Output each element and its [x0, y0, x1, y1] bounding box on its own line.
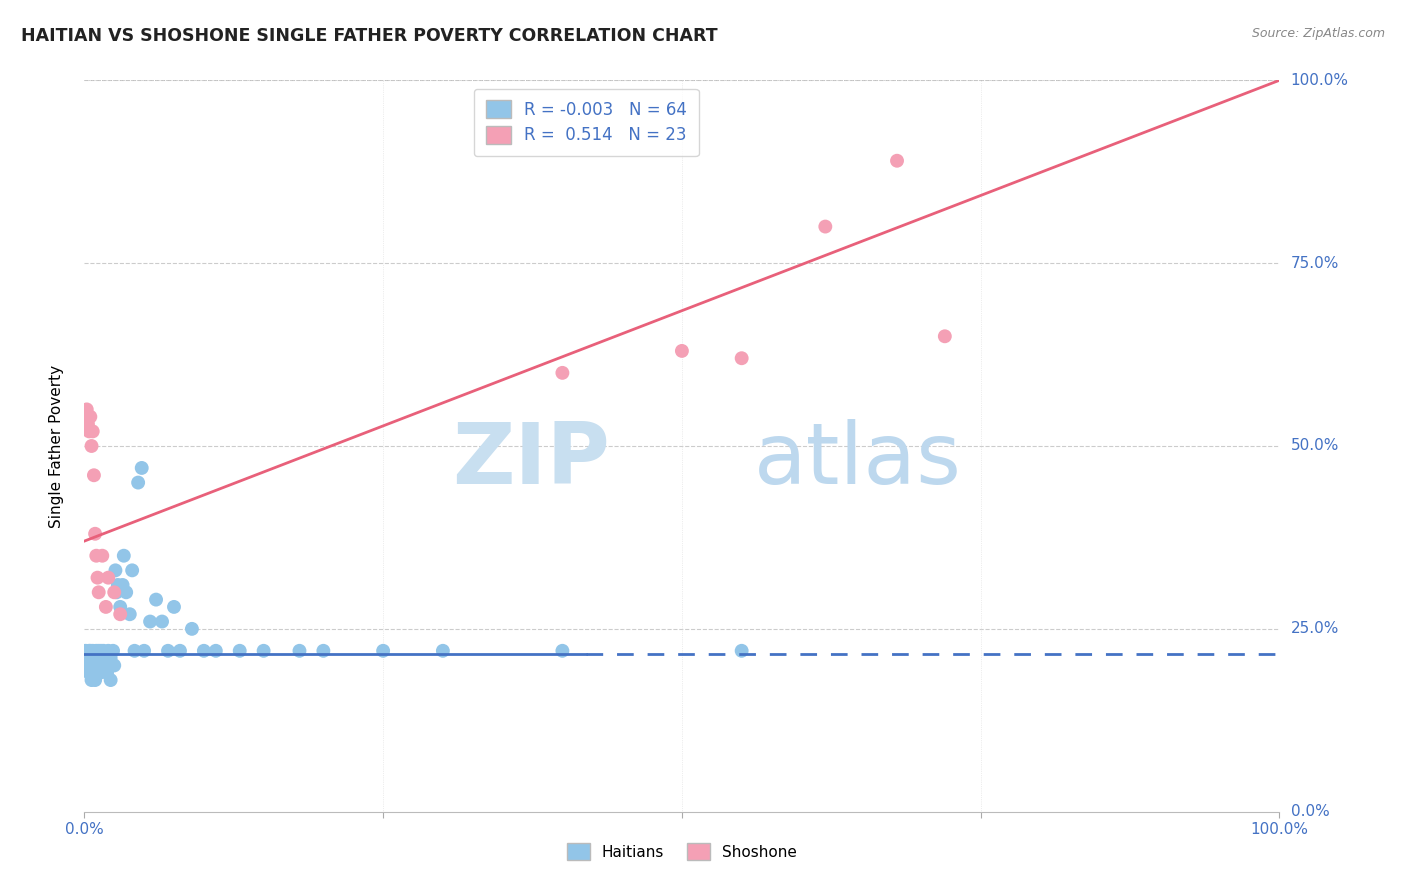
- Point: [84, 526, 107, 541]
- Point: [205, 644, 228, 658]
- Point: [83, 651, 105, 665]
- Point: [87, 644, 110, 658]
- Point: [150, 615, 173, 629]
- Point: [110, 599, 132, 614]
- Point: [145, 592, 167, 607]
- Point: [934, 329, 956, 343]
- Point: [80, 673, 103, 687]
- Point: [93, 644, 115, 658]
- Text: 25.0%: 25.0%: [1291, 622, 1339, 636]
- Point: [91, 549, 114, 563]
- Point: [551, 644, 574, 658]
- Point: [91, 651, 114, 665]
- Point: [86, 651, 108, 665]
- Point: [110, 607, 132, 622]
- Point: [75, 644, 97, 658]
- Point: [731, 351, 754, 366]
- Point: [91, 658, 114, 673]
- Point: [432, 644, 454, 658]
- Point: [139, 615, 162, 629]
- Point: [181, 622, 204, 636]
- Point: [77, 417, 100, 431]
- Point: [157, 644, 180, 658]
- Text: 75.0%: 75.0%: [1291, 256, 1339, 270]
- Text: 100.0%: 100.0%: [1291, 73, 1348, 87]
- Point: [77, 665, 100, 680]
- Point: [886, 153, 908, 168]
- Point: [107, 578, 129, 592]
- Point: [94, 599, 117, 614]
- Point: [731, 644, 754, 658]
- Point: [96, 665, 118, 680]
- Text: HAITIAN VS SHOSHONE SINGLE FATHER POVERTY CORRELATION CHART: HAITIAN VS SHOSHONE SINGLE FATHER POVERT…: [21, 27, 717, 45]
- Point: [127, 475, 149, 490]
- Point: [75, 409, 97, 424]
- Point: [132, 644, 156, 658]
- Text: ZIP: ZIP: [453, 419, 610, 502]
- Point: [193, 644, 215, 658]
- Y-axis label: Single Father Poverty: Single Father Poverty: [49, 365, 63, 527]
- Point: [84, 673, 107, 687]
- Point: [79, 644, 101, 658]
- Point: [79, 409, 101, 424]
- Point: [229, 644, 252, 658]
- Point: [82, 644, 104, 658]
- Point: [373, 644, 395, 658]
- Point: [100, 673, 122, 687]
- Point: [105, 585, 128, 599]
- Point: [87, 585, 110, 599]
- Point: [115, 585, 138, 599]
- Point: [103, 585, 125, 599]
- Point: [100, 651, 122, 665]
- Point: [253, 644, 276, 658]
- Point: [83, 665, 105, 680]
- Point: [169, 644, 191, 658]
- Point: [288, 644, 311, 658]
- Point: [87, 658, 110, 673]
- Point: [814, 219, 837, 234]
- Point: [101, 644, 124, 658]
- Point: [131, 461, 153, 475]
- Point: [84, 658, 107, 673]
- Point: [82, 658, 104, 673]
- Point: [90, 644, 112, 658]
- Point: [77, 425, 100, 439]
- Point: [103, 658, 125, 673]
- Point: [163, 599, 186, 614]
- Point: [77, 644, 100, 658]
- Point: [76, 402, 98, 417]
- Point: [80, 439, 103, 453]
- Point: [97, 571, 120, 585]
- Point: [86, 665, 108, 680]
- Point: [93, 658, 115, 673]
- Point: [104, 563, 127, 577]
- Point: [312, 644, 335, 658]
- Point: [118, 607, 141, 622]
- Point: [89, 651, 111, 665]
- Point: [86, 549, 108, 563]
- Point: [94, 651, 117, 665]
- Point: [97, 644, 120, 658]
- Point: [76, 651, 98, 665]
- Point: [77, 658, 100, 673]
- Point: [86, 571, 108, 585]
- Point: [551, 366, 574, 380]
- Point: [83, 468, 105, 483]
- Text: 50.0%: 50.0%: [1291, 439, 1339, 453]
- Text: atlas: atlas: [754, 419, 962, 502]
- Point: [112, 549, 135, 563]
- Text: Source: ZipAtlas.com: Source: ZipAtlas.com: [1251, 27, 1385, 40]
- Point: [671, 343, 693, 358]
- Point: [80, 651, 103, 665]
- Point: [121, 563, 143, 577]
- Point: [111, 578, 134, 592]
- Point: [86, 644, 108, 658]
- Point: [124, 644, 146, 658]
- Point: [82, 425, 104, 439]
- Point: [89, 665, 111, 680]
- Legend: Haitians, Shoshone: Haitians, Shoshone: [561, 838, 803, 866]
- Point: [98, 658, 121, 673]
- Text: 0.0%: 0.0%: [1291, 805, 1329, 819]
